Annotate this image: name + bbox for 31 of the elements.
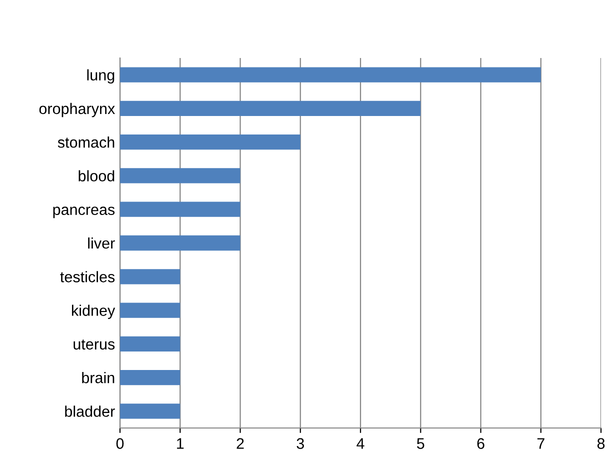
bar xyxy=(120,202,240,217)
bar xyxy=(120,134,300,150)
x-tick-label: 4 xyxy=(356,438,364,449)
bar xyxy=(120,336,180,352)
bar xyxy=(120,269,180,284)
bar xyxy=(120,370,180,386)
x-tick-label: 0 xyxy=(116,438,124,449)
y-tick-label: lung xyxy=(87,69,114,84)
x-tick-label: 3 xyxy=(296,438,304,449)
bar xyxy=(120,235,240,251)
x-tick-label: 6 xyxy=(477,438,484,449)
y-tick-label: blood xyxy=(78,170,114,182)
bar xyxy=(120,100,421,116)
x-tick-label: 1 xyxy=(177,438,184,449)
bar xyxy=(120,404,180,419)
bar xyxy=(120,67,541,82)
y-tick-label: uterus xyxy=(74,340,115,350)
y-tick-label: testicles xyxy=(60,271,115,282)
y-tick-label: kidney xyxy=(72,304,116,319)
y-tick-label: oropharynx xyxy=(39,102,115,118)
x-tick-label: 2 xyxy=(236,438,244,449)
y-tick-label: brain xyxy=(82,372,114,384)
x-tick-label: 8 xyxy=(597,438,605,449)
y-tick-label: pancreas xyxy=(53,206,115,218)
y-tick-label: stomach xyxy=(58,136,114,148)
bar xyxy=(120,302,180,318)
y-tick-label: liver xyxy=(88,237,115,249)
x-tick-label: 5 xyxy=(416,438,424,449)
x-tick-label: 7 xyxy=(537,438,544,449)
y-tick-label: bladder xyxy=(65,406,115,417)
bar xyxy=(120,168,240,184)
